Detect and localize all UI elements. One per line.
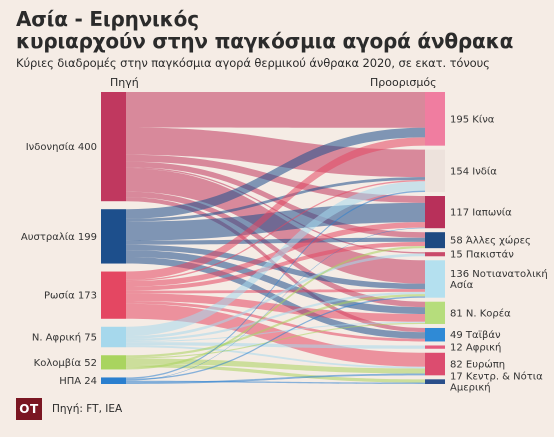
flow-ν-αφρική-to-αφρική <box>126 342 425 349</box>
destination-label-κίνα: 195 Κίνα <box>450 113 495 125</box>
destination-node-κίνα <box>425 92 445 146</box>
destination-node-κεντρ-νότια-αμερική <box>425 379 445 384</box>
flow-ν-αφρική-to-ν-κορέα <box>126 321 425 343</box>
title-line-2: κυριαρχούν στην παγκόσμια αγορά άνθρακα <box>16 29 514 53</box>
source-node-κολομβία <box>101 355 126 370</box>
flow-ηπα-to-νοτιανατολική-ασία <box>126 296 425 381</box>
source-label-ινδονησία: Ινδονησία 400 <box>26 141 97 153</box>
source-node-αυστραλία <box>101 209 126 264</box>
source-label-ρωσία: Ρωσία 173 <box>44 290 97 302</box>
flow-ν-αφρική-to-ινδία <box>126 181 425 337</box>
flow-αυστραλία-to-ταϊβάν <box>126 256 425 339</box>
flow-ν-αφρική-to-πακιστάν <box>126 253 425 339</box>
source-node-ινδονησία <box>101 92 126 202</box>
destination-label-ιαπωνία: 117 Ιαπωνία <box>450 207 512 219</box>
destination-label-πακιστάν: 15 Πακιστάν <box>450 249 514 261</box>
flow-ρωσία-to-άλλες-χώρες <box>126 241 425 291</box>
destination-label-ευρώπη: 82 Ευρώπη <box>450 359 505 371</box>
flow-ρωσία-to-νοτιανατολική-ασία <box>126 289 425 294</box>
flow-ηπα-to-ιαπωνία <box>126 227 425 381</box>
source-column-header: Πηγή <box>110 76 139 89</box>
destination-label-άλλες-χώρες: 58 Άλλες χώρες <box>450 235 531 247</box>
flow-ρωσία-to-κίνα <box>126 137 425 280</box>
flow-κολομβία-to-ν-κορέα <box>126 322 425 359</box>
destination-node-πακιστάν <box>425 252 445 257</box>
nodes <box>101 92 445 384</box>
destination-node-αφρική <box>425 345 445 349</box>
source-label-αυστραλία: Αυστραλία 199 <box>21 231 97 243</box>
flow-ηπα-to-ινδία <box>126 190 425 379</box>
flow-ν-αφρική-to-νοτιανατολική-ασία <box>126 291 425 341</box>
source-node-ν-αφρική <box>101 326 126 348</box>
destination-node-ευρώπη <box>425 352 445 376</box>
flow-ηπα-to-ευρώπη <box>126 373 425 384</box>
source-node-ρωσία <box>101 271 126 319</box>
flow-κολομβία-to-ευρώπη <box>126 358 425 374</box>
source-label-ν-αφρική: Ν. Αφρική 75 <box>32 332 97 344</box>
destination-node-ινδία <box>425 149 445 193</box>
source-node-ηπα <box>101 377 126 384</box>
destination-label-αφρική: 12 Αφρική <box>450 342 501 354</box>
flow-ινδονησία-to-κίνα <box>126 92 425 128</box>
flow-αυστραλία-to-ινδία <box>126 177 425 222</box>
destination-column-header: Προορισμός <box>370 76 437 89</box>
source-label-ηπα: ΗΠΑ 24 <box>59 376 97 387</box>
destination-node-άλλες-χώρες <box>425 232 445 249</box>
flow-ν-αφρική-to-ευρώπη <box>126 345 425 369</box>
destination-label-ινδία: 154 Ινδία <box>450 165 497 177</box>
flow-links <box>126 92 425 384</box>
destination-node-ιαπωνία <box>425 196 445 229</box>
flow-αυστραλία-to-κίνα <box>126 127 425 219</box>
destination-label-νοτιανατολική-ασία: 136 Νοτιανατολική Ασία <box>450 268 548 291</box>
flow-ρωσία-to-ταϊβάν <box>126 301 425 342</box>
chart-subtitle: Κύριες διαδρομές στην παγκόσμια αγορά θε… <box>16 56 490 70</box>
footer: OT Πηγή: FT, IEA <box>16 398 122 420</box>
flow-ρωσία-to-ινδία <box>126 179 425 282</box>
node-labels: Ινδονησία 400 Αυστραλία 199 Ρωσία 173 Ν. Αφ… <box>21 113 548 393</box>
flow-αυστραλία-to-ιαπωνία <box>126 202 425 241</box>
publisher-logo: OT <box>16 398 42 420</box>
destination-label-ταϊβάν: 49 Ταϊβάν <box>450 329 501 341</box>
flow-κολομβία-to-κεντρ-νότια-αμερική <box>126 363 425 383</box>
destination-label-ν-κορέα: 81 Ν. Κορέα <box>450 307 511 319</box>
destination-node-ταϊβάν <box>425 327 445 342</box>
destination-node-ν-κορέα <box>425 301 445 324</box>
source-note: Πηγή: FT, IEA <box>52 403 123 415</box>
destination-label-κεντρ-νότια-αμερική: 17 Κεντρ. & Νότια Αμερική <box>450 371 543 394</box>
flow-κολομβία-to-άλλες-χώρες <box>126 245 425 370</box>
title-line-1: Ασία - Ειρηνικός <box>16 7 199 31</box>
flow-αυστραλία-to-άλλες-χώρες <box>126 237 425 245</box>
destination-node-νοτιανατολική-ασία <box>425 260 445 298</box>
flow-ινδονησία-to-ινδία <box>126 127 425 178</box>
chart-title: Ασία - Ειρηνικός κυριαρχούν στην παγκόσμ… <box>16 8 513 52</box>
flow-ινδονησία-to-ιαπωνία <box>126 154 425 203</box>
flow-κολομβία-to-νοτιανατολική-ασία <box>126 294 425 358</box>
flow-αυστραλία-to-ν-κορέα <box>126 250 425 315</box>
flow-ινδονησία-to-ν-κορέα <box>126 191 425 308</box>
source-label-κολομβία: Κολομβία 52 <box>34 357 97 369</box>
